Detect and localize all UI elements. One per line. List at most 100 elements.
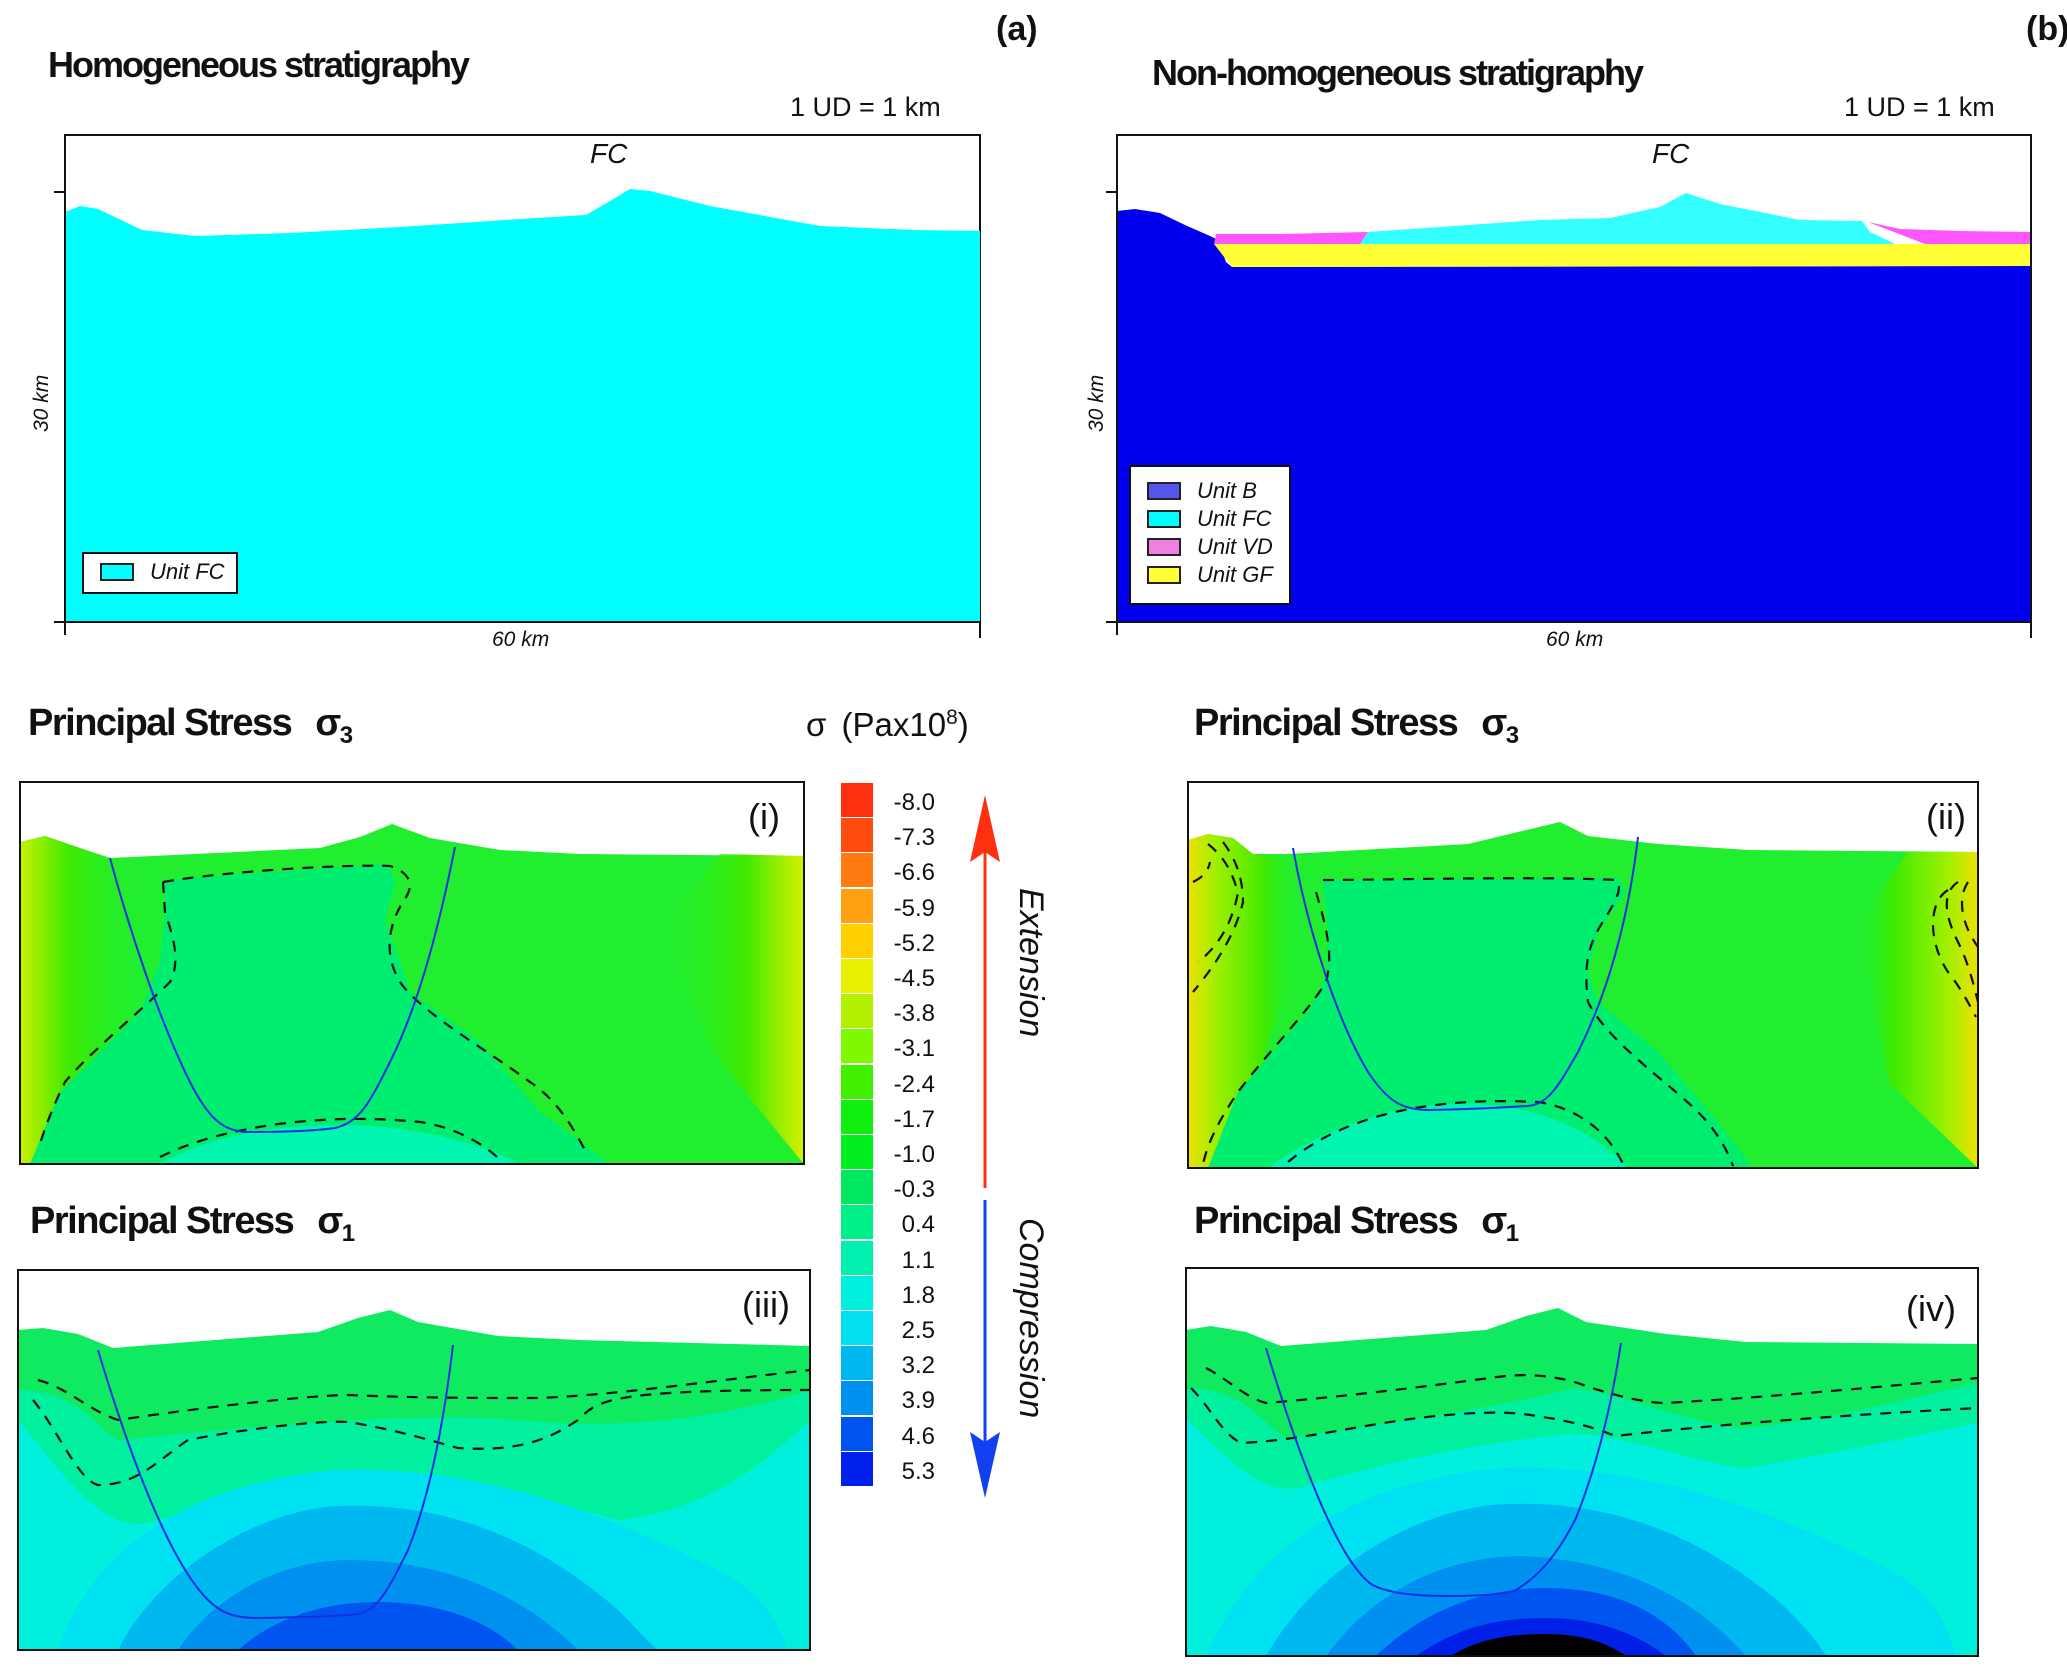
contour-band-8 bbox=[1451, 1634, 1626, 1656]
legend-item-unit-vd: Unit VD bbox=[1147, 533, 1289, 561]
legend-label: Unit FC bbox=[1197, 506, 1272, 531]
stress-panel-iv-label: (iv) bbox=[1906, 1288, 1956, 1329]
panel-b-title: Non-homogeneous stratigraphy bbox=[1152, 52, 1644, 93]
colorbar-tick-label: -8.0 bbox=[893, 789, 935, 816]
panel-a-title: Homogeneous stratigraphy bbox=[48, 44, 470, 85]
panel-frame bbox=[1185, 1267, 1979, 1657]
panel-a-cross-section bbox=[54, 134, 981, 638]
contour-line bbox=[1205, 1367, 1979, 1405]
colorbar-tick-label: -7.3 bbox=[893, 824, 935, 852]
title-text: Principal Stress bbox=[30, 1200, 295, 1242]
panel-b-cross-section bbox=[1106, 134, 2032, 638]
contour-line bbox=[1322, 877, 1735, 1167]
colorbar-exponent: 8 bbox=[946, 706, 958, 729]
colorbar-cell bbox=[841, 1451, 873, 1486]
colorbar-tick-label: -0.3 bbox=[893, 1176, 935, 1204]
unit-b-area bbox=[1117, 209, 2030, 622]
legend-item-unit-gf: Unit GF bbox=[1147, 561, 1289, 589]
contour-line bbox=[1931, 889, 1977, 1018]
stress-panel-iii-label: (iii) bbox=[742, 1284, 790, 1325]
panel-b-y-axis-label: 30 km bbox=[1085, 374, 1108, 432]
panel-b-legend: Unit B Unit FC Unit VD Unit GF bbox=[1129, 465, 1291, 605]
colorbar-tick-label: -5.9 bbox=[893, 894, 935, 922]
colorbar-tick-label: -1.7 bbox=[893, 1105, 935, 1133]
colorbar-cell bbox=[841, 1381, 873, 1416]
title-text: Principal Stress bbox=[1194, 702, 1459, 744]
colorbar-tick-label: 3.9 bbox=[901, 1387, 935, 1415]
colorbar-cell bbox=[841, 1416, 873, 1451]
contour-line bbox=[38, 881, 177, 1145]
colorbar-tick-label: 5.3 bbox=[901, 1457, 935, 1485]
legend-item-unit-fc: Unit FC bbox=[1147, 505, 1289, 533]
colorbar: -8.0 -7.3 -6.6 -5.9 -5.2 -4.5 -3.8 -3.1 -2.4 -1.7… bbox=[841, 783, 981, 1486]
contour-fill-center bbox=[1208, 878, 1753, 1168]
colorbar-cell bbox=[841, 1135, 873, 1169]
colorbar-cell bbox=[841, 1240, 873, 1275]
contour-line bbox=[1287, 1099, 1624, 1165]
legend-label: Unit B bbox=[1197, 478, 1257, 503]
panel-a-legend: Unit FC bbox=[82, 552, 238, 594]
panel-b-peak-label: FC bbox=[1652, 138, 1690, 169]
unit-vd-swatch bbox=[1147, 538, 1181, 556]
unit-gf-area bbox=[1214, 244, 2030, 267]
colorbar-cell bbox=[841, 1064, 873, 1099]
unit-vd-area-right bbox=[1868, 222, 2030, 244]
colorbar-cell bbox=[841, 1311, 873, 1345]
legend-label: Unit FC bbox=[150, 559, 225, 584]
panel-a-peak-label: FC bbox=[590, 138, 628, 169]
contour-line bbox=[1192, 841, 1245, 993]
colorbar-cell bbox=[841, 888, 873, 923]
contour-line bbox=[37, 1368, 811, 1422]
sigma-symbol: σ bbox=[1481, 1200, 1507, 1242]
sigma3-title-left: Principal Stress σ3 bbox=[28, 702, 353, 750]
stress-panel-ii-label: (ii) bbox=[1926, 796, 1966, 837]
sigma1-title-left: Principal Stress σ1 bbox=[30, 1200, 355, 1248]
contour-fill-right bbox=[1858, 852, 1978, 1168]
colorbar-cell bbox=[841, 783, 873, 817]
panel-frame bbox=[17, 1269, 811, 1651]
colorbar-tick-label: -1.0 bbox=[893, 1141, 935, 1168]
colorbar-tick-label: 4.6 bbox=[901, 1422, 935, 1450]
contour-lines bbox=[38, 864, 587, 1165]
sigma3-title-right: Principal Stress σ3 bbox=[1194, 702, 1519, 750]
colorbar-cell bbox=[841, 853, 873, 888]
colorbar-cell bbox=[841, 1099, 873, 1134]
contour-fill-bottom bbox=[160, 1125, 520, 1164]
unit-fc-area bbox=[1360, 193, 1895, 244]
stress-panel-ii bbox=[1187, 781, 1980, 1169]
panel-a-x-axis-label: 60 km bbox=[492, 628, 550, 651]
contour-lines bbox=[1192, 841, 1980, 1167]
colorbar-cell bbox=[841, 818, 873, 853]
colorbar-title: σ (Pax108) bbox=[806, 706, 969, 744]
stress-panel-i bbox=[19, 781, 805, 1165]
panel-b-scale: 1 UD = 1 km bbox=[1844, 92, 1995, 122]
unit-fc-swatch bbox=[100, 563, 134, 581]
stress-panel-i-label: (i) bbox=[748, 796, 780, 837]
contour-line bbox=[1197, 843, 1240, 963]
boundary-fault-line bbox=[109, 846, 456, 1134]
colorbar-cell bbox=[841, 1029, 873, 1064]
sigma-symbol: σ bbox=[315, 702, 341, 744]
unit-gf-swatch bbox=[1147, 566, 1181, 584]
unit-vd-area-left bbox=[1214, 232, 1368, 244]
colorbar-close: ) bbox=[957, 706, 969, 743]
boundary-fault-line bbox=[1292, 836, 1639, 1112]
boundary-fault-line bbox=[1265, 1342, 1622, 1598]
panel-b-letter: (b) bbox=[2026, 10, 2067, 48]
compression-arrowhead bbox=[970, 1432, 1000, 1498]
unit-b-swatch bbox=[1147, 482, 1181, 500]
legend-label: Unit VD bbox=[1197, 534, 1273, 559]
stress-panel-iii bbox=[17, 1269, 811, 1651]
colorbar-tick-label: 0.4 bbox=[901, 1211, 935, 1239]
colorbar-cell bbox=[841, 959, 873, 993]
contour-line bbox=[159, 1117, 505, 1165]
direction-arrows bbox=[970, 795, 1000, 1498]
colorbar-tick-label: 1.8 bbox=[901, 1281, 935, 1309]
colorbar-cell bbox=[841, 1170, 873, 1205]
colorbar-tick-label: 3.2 bbox=[901, 1352, 935, 1380]
contour-line bbox=[1201, 891, 1331, 1165]
panel-frame bbox=[1187, 781, 1979, 1169]
colorbar-tick-label: 2.5 bbox=[901, 1317, 935, 1344]
panel-frame bbox=[19, 781, 805, 1165]
colorbar-tick-label: -4.5 bbox=[893, 965, 935, 992]
